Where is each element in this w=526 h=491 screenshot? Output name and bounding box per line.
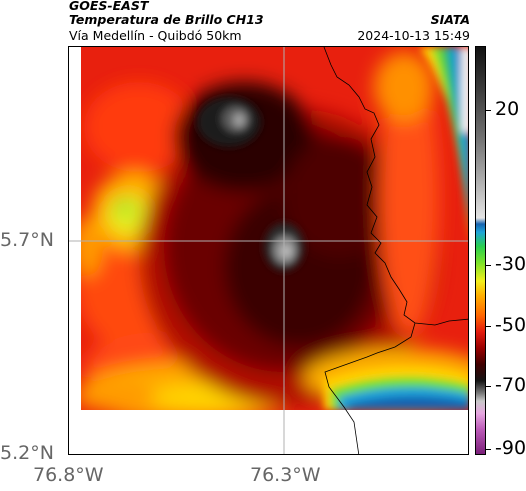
lon-label: 76.8°W (33, 464, 104, 486)
lat-label: 5.2°N (0, 442, 54, 464)
product-title: Temperatura de Brillo CH13 (69, 12, 264, 27)
colorbar-tick (486, 265, 491, 266)
temperature-field (71, 47, 468, 422)
colorbar-tick (486, 326, 491, 327)
colorbar-label: 20 (495, 98, 520, 120)
timestamp: 2024-10-13 15:49 (357, 28, 470, 43)
colorbar-label: -90 (495, 437, 526, 459)
map-canvas (69, 47, 468, 454)
brightness-temperature-map[interactable] (68, 46, 469, 455)
colorbar (475, 46, 486, 455)
colorbar-tick (486, 386, 491, 387)
colorbar-tick (486, 449, 491, 450)
border-line (324, 322, 416, 454)
lat-label: 5.7°N (0, 229, 54, 251)
satellite-name: GOES-EAST (69, 0, 149, 13)
border-line (323, 47, 468, 326)
source-label: SIATA (430, 12, 470, 27)
colorbar-tick (486, 110, 491, 111)
colorbar-label: -70 (495, 374, 526, 396)
lon-label: 76.3°W (250, 464, 321, 486)
colorbar-label: -30 (495, 253, 526, 275)
colorbar-label: -50 (495, 314, 526, 336)
region-label: Vía Medellín - Quibdó 50km (69, 28, 242, 43)
